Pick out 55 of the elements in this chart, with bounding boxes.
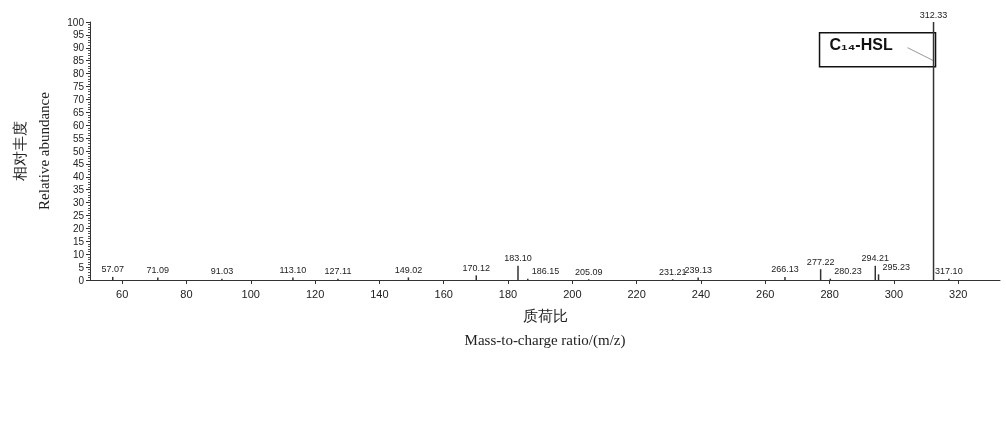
y-tick-label: 20	[72, 222, 85, 234]
annotation: 186.15	[531, 266, 560, 277]
annotation: 170.12	[462, 262, 491, 273]
y-tick-label: 70	[72, 93, 85, 105]
x-tick-label: 60	[116, 287, 129, 300]
y-tick-label: 50	[72, 145, 85, 157]
y-tick-label: 30	[72, 197, 85, 209]
y-tick-label: 85	[72, 55, 85, 67]
y-tick-label: 80	[72, 68, 85, 80]
annotation: 71.09	[146, 264, 170, 275]
y-tick-label: 25	[72, 210, 85, 221]
y-tick-label: 0	[78, 274, 85, 286]
y-tick-label: 40	[72, 171, 85, 183]
annotation: 91.03	[210, 266, 234, 277]
annotation: 312.33	[919, 9, 948, 20]
y-tick-label: 45	[72, 158, 85, 170]
y-tick-label: 75	[72, 81, 85, 92]
x-tick-label: 100	[241, 287, 260, 300]
annotation: 277.22	[806, 256, 835, 267]
x-tick-label: 200	[563, 287, 582, 300]
annotation: 266.13	[771, 264, 799, 275]
y-tick-label: 65	[72, 106, 85, 118]
x-tick-label: 140	[370, 287, 389, 300]
x-tick-label: 300	[884, 287, 904, 300]
y-axis-title: 相对丰度 Relative abundance	[12, 91, 52, 210]
x-tick-label: 160	[434, 287, 453, 300]
annotation: 317.10	[935, 266, 963, 277]
x-tick-label: 220	[627, 287, 646, 300]
x-tick-label: 280	[820, 287, 839, 300]
y-tick-label: 10	[72, 248, 85, 260]
annotation: 127.11	[324, 266, 352, 277]
annotation: 295.23	[882, 261, 911, 272]
x-tick-label: 80	[180, 287, 193, 300]
y-tick-label: 35	[72, 184, 85, 196]
annotation: C₁₄-HSL	[829, 36, 893, 54]
y-tick-label: 90	[72, 42, 85, 54]
y-tick-label: 100	[67, 16, 85, 28]
annotation: 113.10	[279, 264, 307, 275]
x-tick-label: 240	[691, 287, 711, 300]
y-tick-label: 5	[78, 261, 85, 273]
annotation: 183.10	[504, 253, 532, 264]
y-tick-label: 95	[72, 29, 85, 41]
annotation: 280.23	[834, 266, 862, 277]
annotation: 294.21	[861, 253, 890, 264]
annotation: 205.09	[574, 266, 603, 277]
x-tick-label: 260	[756, 287, 775, 300]
y-tick-label: 15	[72, 235, 85, 247]
annotation: 149.02	[394, 264, 423, 275]
y-tick-label: 60	[72, 119, 85, 131]
x-tick-label: 180	[498, 287, 518, 300]
y-tick-label: 55	[72, 132, 85, 144]
annotation: 57.07	[101, 264, 124, 275]
x-tick-label: 320	[949, 287, 968, 300]
x-axis-title: 质荷比 Mass-to-charge ratio/(m/z)	[464, 308, 626, 349]
x-tick-label: 120	[305, 287, 325, 300]
